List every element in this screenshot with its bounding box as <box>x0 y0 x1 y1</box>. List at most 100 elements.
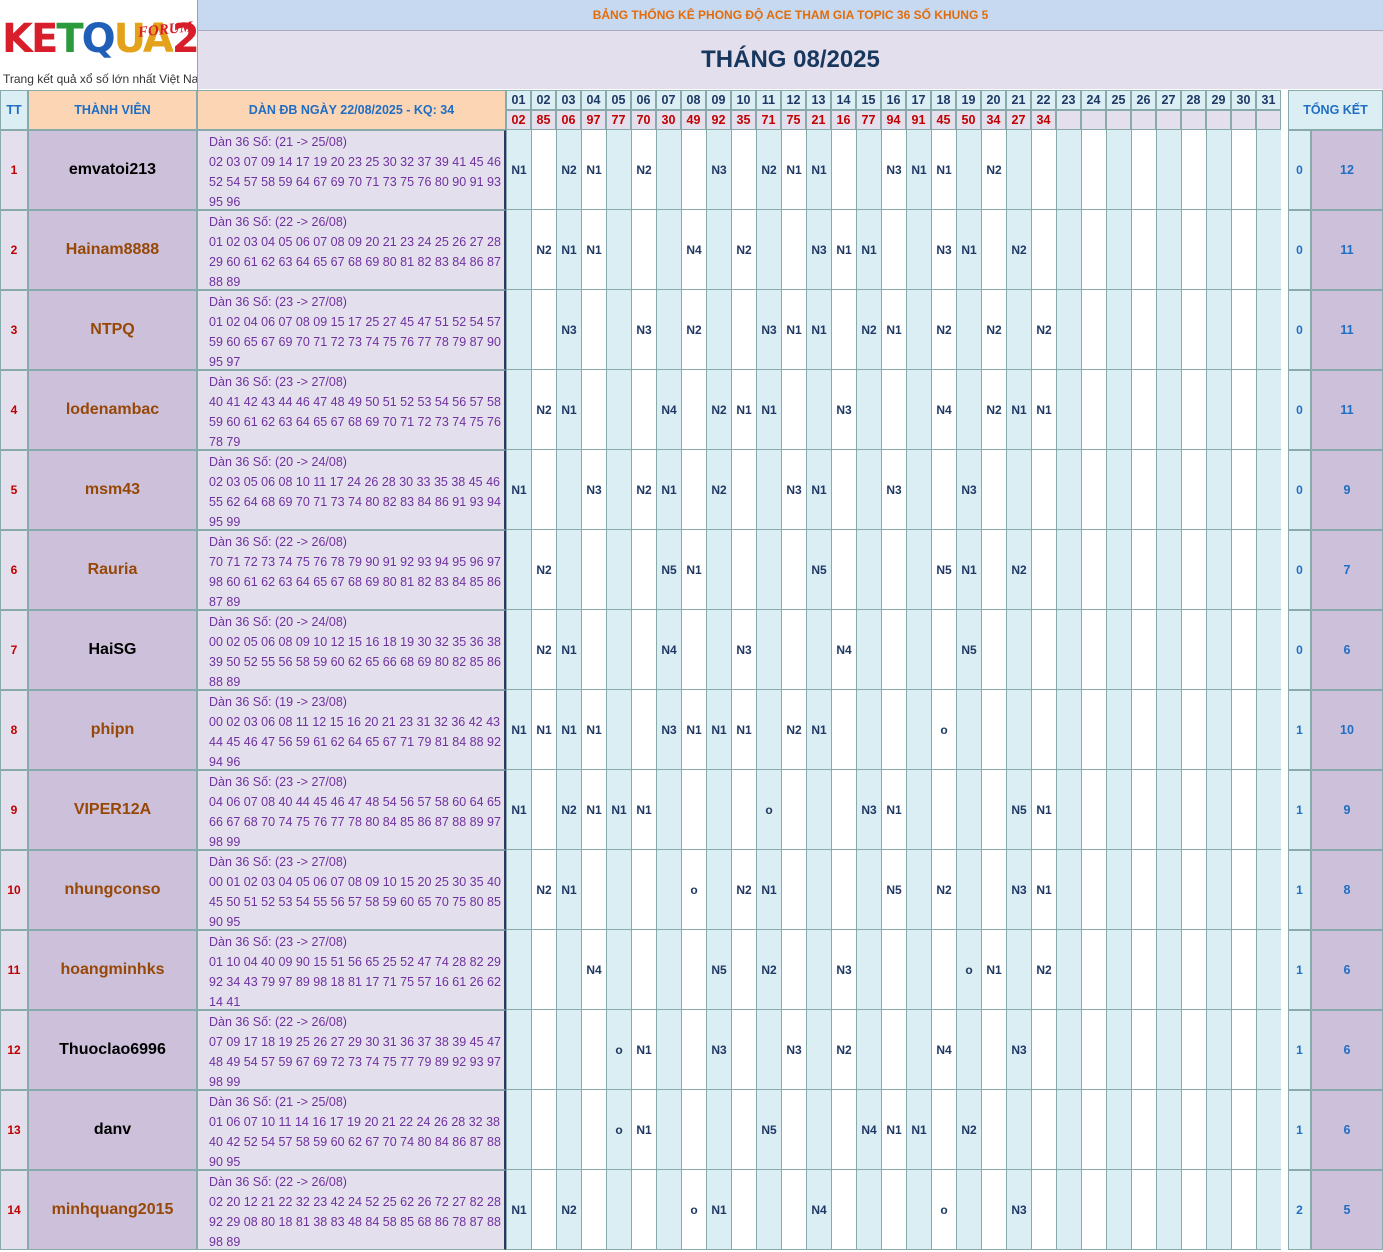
day-cell <box>881 530 906 610</box>
day-cell: N3 <box>556 290 581 370</box>
day-cell: N3 <box>806 210 831 290</box>
day-cell <box>1056 930 1081 1010</box>
day-cell: N5 <box>956 610 981 690</box>
day-cell <box>856 690 881 770</box>
hit-count: 1 <box>1288 1010 1311 1090</box>
day-cell <box>1231 290 1256 370</box>
total-score: 11 <box>1311 210 1383 290</box>
member-name: Hainam8888 <box>28 210 197 290</box>
day-cell <box>831 290 856 370</box>
day-cell <box>631 370 656 450</box>
row-index: 3 <box>0 290 28 370</box>
day-cell <box>1156 210 1181 290</box>
day-cell <box>506 610 531 690</box>
day-cell: N1 <box>731 370 756 450</box>
day-cell <box>981 610 1006 690</box>
day-cell <box>1256 850 1281 930</box>
day-cell <box>1256 610 1281 690</box>
day-header: 21 <box>1006 90 1031 110</box>
number-set-line: 44 45 46 47 56 59 61 62 64 65 67 71 79 8… <box>209 735 501 749</box>
day-cell <box>831 1090 856 1170</box>
day-cell <box>856 1170 881 1250</box>
result-digit <box>1256 110 1281 130</box>
total-score: 6 <box>1311 610 1383 690</box>
day-cell: N1 <box>531 690 556 770</box>
day-cell <box>1106 370 1131 450</box>
day-cell <box>881 930 906 1010</box>
day-cell <box>1081 1010 1106 1090</box>
member-name: emvatoi213 <box>28 130 197 210</box>
day-cell <box>656 130 681 210</box>
day-cell: N1 <box>556 690 581 770</box>
day-cell <box>506 850 531 930</box>
number-set-range: Dàn 36 Số: (19 -> 23/08) <box>209 695 347 709</box>
day-cell <box>956 770 981 850</box>
day-cell <box>1056 1170 1081 1250</box>
hit-count: 1 <box>1288 690 1311 770</box>
number-set-range: Dàn 36 Số: (23 -> 27/08) <box>209 855 347 869</box>
day-cell: N1 <box>931 130 956 210</box>
result-digit <box>1056 110 1081 130</box>
day-cell <box>906 450 931 530</box>
day-cell <box>756 530 781 610</box>
day-cell <box>1106 1090 1131 1170</box>
day-cell: N1 <box>756 370 781 450</box>
day-header: 25 <box>1106 90 1131 110</box>
day-cell <box>1056 690 1081 770</box>
day-cell <box>1006 690 1031 770</box>
day-cell: N1 <box>506 690 531 770</box>
day-cell <box>656 850 681 930</box>
day-cell: o <box>756 770 781 850</box>
day-cell <box>1206 610 1231 690</box>
day-cell <box>656 1170 681 1250</box>
day-cell <box>1206 130 1231 210</box>
day-cell: N5 <box>881 850 906 930</box>
day-cell <box>881 210 906 290</box>
day-cell <box>906 370 931 450</box>
day-cell <box>1131 610 1156 690</box>
member-name: HaiSG <box>28 610 197 690</box>
day-cell: N1 <box>1031 370 1056 450</box>
day-cell: N2 <box>756 930 781 1010</box>
day-cell <box>556 1010 581 1090</box>
hit-count: 0 <box>1288 530 1311 610</box>
day-cell: N3 <box>1006 850 1031 930</box>
day-cell <box>1081 370 1106 450</box>
day-cell <box>1206 210 1231 290</box>
day-cell: N2 <box>531 370 556 450</box>
day-cell <box>1206 290 1231 370</box>
result-digit: 49 <box>681 110 706 130</box>
day-cell <box>781 1170 806 1250</box>
result-digit: 34 <box>981 110 1006 130</box>
result-digit: 77 <box>856 110 881 130</box>
day-cell <box>681 930 706 1010</box>
hit-count: 0 <box>1288 130 1311 210</box>
day-cell: N2 <box>556 770 581 850</box>
day-cell <box>856 850 881 930</box>
day-cell: N2 <box>1031 290 1056 370</box>
day-cell <box>656 210 681 290</box>
day-cell <box>1206 930 1231 1010</box>
day-cell: N1 <box>1031 850 1056 930</box>
day-cell: N4 <box>656 370 681 450</box>
row-index: 1 <box>0 130 28 210</box>
day-cell <box>1081 530 1106 610</box>
day-cell <box>1131 290 1156 370</box>
day-cell <box>1081 770 1106 850</box>
day-cell: N3 <box>1006 1170 1031 1250</box>
total-score: 6 <box>1311 930 1383 1010</box>
site-logo[interactable]: KETQUA2 FORUM Trang kết quả xổ số lớn nh… <box>0 0 198 91</box>
number-set-range: Dàn 36 Số: (20 -> 24/08) <box>209 615 347 629</box>
result-digit: 35 <box>731 110 756 130</box>
day-cell: N1 <box>831 210 856 290</box>
day-cell: N3 <box>756 290 781 370</box>
day-cell <box>656 290 681 370</box>
day-cell <box>731 530 756 610</box>
day-cell: N1 <box>906 130 931 210</box>
day-cell <box>581 370 606 450</box>
day-cell <box>831 770 856 850</box>
day-cell <box>756 610 781 690</box>
day-header: 28 <box>1181 90 1206 110</box>
result-digit: 06 <box>556 110 581 130</box>
